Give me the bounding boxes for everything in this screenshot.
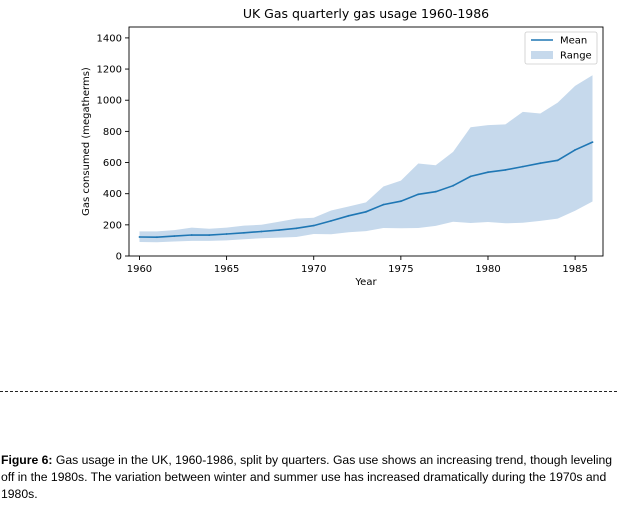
y-tick-label-800: 800 — [103, 127, 122, 138]
x-tick-label-1965: 1965 — [214, 264, 239, 275]
mean-point-1966 — [243, 231, 245, 234]
mean-point-1969 — [295, 227, 298, 230]
mean-point-1984 — [556, 159, 559, 162]
x-tick-label-1985: 1985 — [562, 264, 587, 275]
figure-caption: Figure 6: Gas usage in the UK, 1960-1986… — [1, 452, 613, 503]
mean-point-1968 — [278, 229, 280, 232]
mean-point-1967 — [260, 230, 263, 233]
x-tick-label-1980: 1980 — [475, 264, 500, 275]
x-axis-label: Year — [354, 277, 377, 288]
mean-point-1974 — [382, 203, 385, 206]
mean-point-1980 — [487, 171, 489, 174]
mean-point-1983 — [539, 162, 542, 165]
mean-point-1982 — [521, 165, 524, 168]
y-tick-label-1400: 1400 — [97, 33, 122, 44]
chart-title: UK Gas quarterly gas usage 1960-1986 — [243, 6, 489, 21]
range-band — [139, 75, 593, 243]
mean-point-1965 — [225, 233, 228, 235]
caption-label: Figure 6: — [1, 453, 53, 467]
mean-point-1978 — [452, 184, 454, 187]
mean-point-1972 — [347, 214, 350, 217]
legend-range-label: Range — [560, 51, 592, 62]
mean-point-1960 — [138, 236, 141, 238]
mean-point-1985 — [574, 149, 576, 151]
mean-point-1970 — [312, 224, 315, 227]
plot-frame — [128, 26, 604, 257]
legend-mean-label: Mean — [560, 36, 587, 47]
mean-point-1979 — [469, 175, 472, 178]
y-tick-label-1000: 1000 — [97, 96, 122, 107]
mean-point-1963 — [190, 234, 193, 236]
y-tick-label-0: 0 — [116, 252, 122, 263]
mean-point-1986 — [591, 141, 594, 144]
legend-range-swatch — [531, 51, 553, 59]
mean-point-1976 — [417, 193, 420, 196]
caption-text: Gas usage in the UK, 1960-1986, split by… — [1, 453, 613, 501]
mean-point-1971 — [330, 220, 332, 222]
section-divider — [0, 391, 617, 392]
mean-point-1975 — [400, 200, 402, 203]
mean-point-1981 — [504, 169, 507, 171]
mean-point-1973 — [365, 210, 367, 213]
gas-usage-chart: 1960 1965 1970 1975 1980 1985 0 200 400 600 800 100… — [81, 6, 604, 288]
x-tick-label-1960: 1960 — [127, 264, 152, 275]
y-axis-label: Gas consumed (megatherms) — [81, 67, 92, 216]
legend: Mean Range — [524, 31, 598, 65]
mean-point-1964 — [208, 234, 211, 237]
y-tick-label-1200: 1200 — [97, 65, 122, 76]
y-tick-label-600: 600 — [103, 158, 122, 169]
x-tick-label-1970: 1970 — [301, 264, 326, 275]
y-tick-label-200: 200 — [103, 220, 122, 231]
mean-point-1961 — [156, 236, 158, 239]
x-tick-label-1975: 1975 — [388, 264, 413, 275]
y-tick-label-400: 400 — [103, 189, 122, 200]
mean-point-1962 — [173, 235, 176, 238]
mean-point-1977 — [434, 190, 437, 193]
